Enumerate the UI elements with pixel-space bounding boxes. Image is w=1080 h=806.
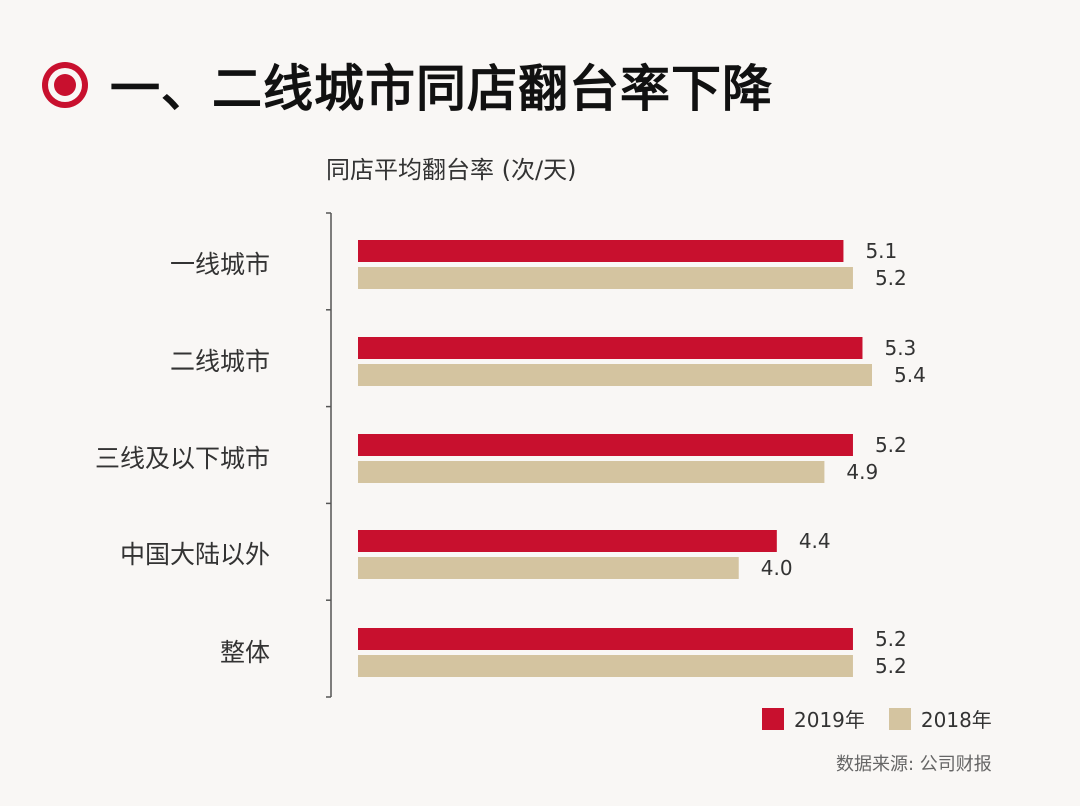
- data-label: 5.3: [884, 336, 916, 360]
- chart-legend: 2019年 2018年: [762, 704, 992, 733]
- legend-item-2019: 2019年: [762, 704, 865, 733]
- category-label: 中国大陆以外: [120, 540, 270, 569]
- legend-swatch-2018: [888, 707, 911, 730]
- category-label: 三线及以下城市: [95, 444, 270, 473]
- data-label: 5.2: [875, 433, 907, 457]
- data-label: 5.4: [894, 363, 926, 387]
- bar-2019年: [358, 530, 777, 552]
- legend-item-2018: 2018年: [888, 704, 992, 733]
- bar-2019年: [358, 240, 844, 262]
- category-label: 整体: [220, 638, 270, 667]
- data-label: 4.0: [761, 556, 793, 580]
- page-title: 一、二线城市同店翻台率下降: [110, 60, 773, 118]
- bar-2018年: [358, 557, 739, 579]
- data-label: 4.4: [799, 529, 831, 553]
- legend-label-2019: 2019年: [794, 708, 865, 732]
- data-label: 5.1: [865, 239, 897, 263]
- data-label: 4.9: [846, 460, 878, 484]
- bar-2019年: [358, 337, 863, 359]
- data-label: 5.2: [875, 654, 907, 678]
- bar-2019年: [358, 628, 853, 650]
- data-label: 5.2: [875, 266, 907, 290]
- legend-label-2018: 2018年: [920, 708, 992, 732]
- chart-subtitle: 同店平均翻台率 (次/天): [326, 156, 577, 184]
- target-icon: [40, 60, 90, 110]
- bar-2019年: [358, 434, 853, 456]
- bar-2018年: [358, 655, 853, 677]
- legend-swatch-2019: [762, 707, 784, 730]
- bar-chart: 一线城市 5.1 5.2 二线城市 5.3 5.4 三线及以下城市 5.2 4.9 中国大陆以外 4…: [95, 212, 926, 698]
- bar-2018年: [358, 461, 825, 483]
- category-label: 二线城市: [170, 347, 270, 376]
- bar-2018年: [358, 364, 872, 386]
- bar-2018年: [358, 267, 853, 289]
- category-label: 一线城市: [170, 250, 270, 279]
- data-source: 数据来源: 公司财报: [836, 754, 992, 775]
- title-block: 一、二线城市同店翻台率下降: [40, 50, 773, 120]
- data-label: 5.2: [875, 627, 907, 651]
